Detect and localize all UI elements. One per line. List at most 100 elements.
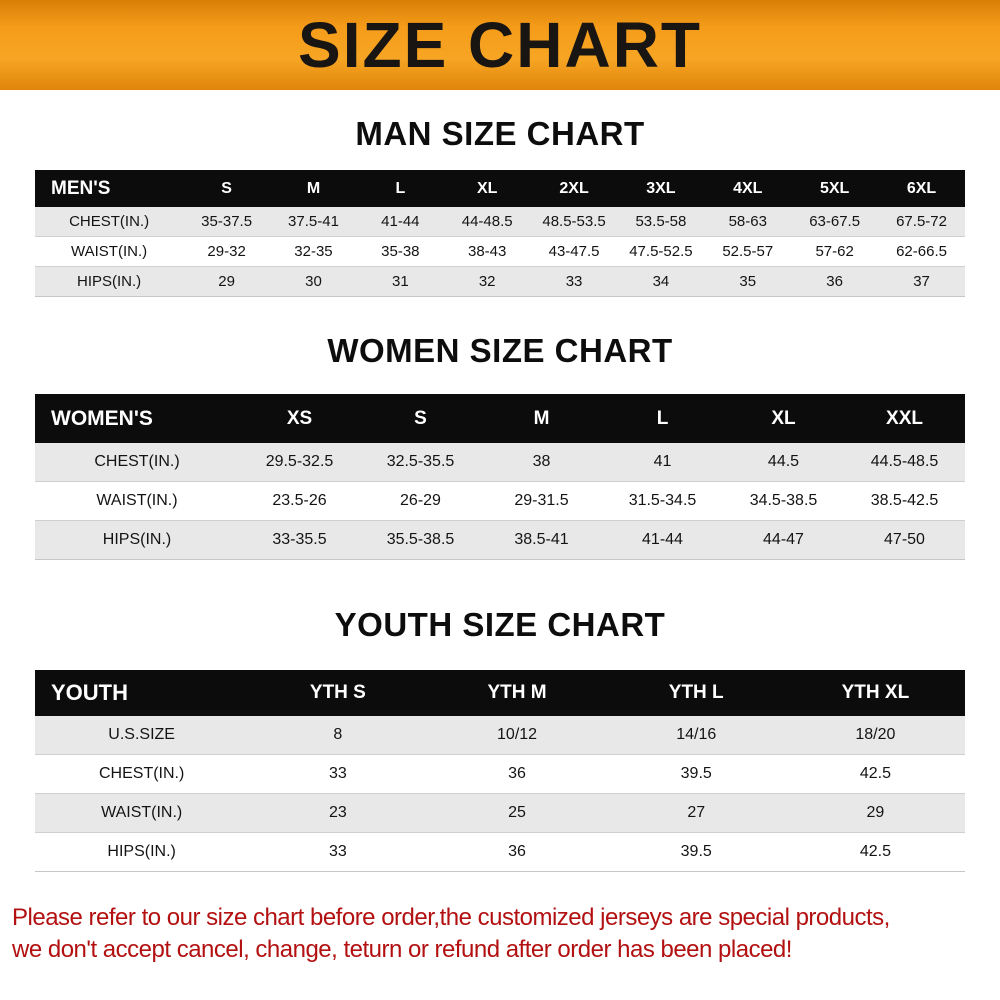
measurement-cell: 36 — [427, 754, 607, 794]
table-title-cell: WOMEN'S — [35, 394, 239, 443]
footer-note-line-1: Please refer to our size chart before or… — [12, 904, 890, 931]
row-label: CHEST(IN.) — [35, 443, 239, 482]
measurement-cell: 31 — [356, 266, 444, 297]
measurement-cell: 23.5-26 — [239, 481, 360, 521]
measurement-cell: 30 — [270, 266, 357, 297]
men-section-heading: MAN SIZE CHART — [355, 115, 645, 152]
measurement-cell: 33 — [248, 832, 428, 872]
size-column-header: XS — [239, 394, 360, 443]
measurement-cell: 44.5 — [723, 443, 844, 482]
table-title-cell: YOUTH — [35, 670, 249, 716]
size-column-header: XL — [723, 394, 844, 443]
youth-section-heading: YOUTH SIZE CHART — [334, 606, 666, 643]
size-column-header: M — [481, 394, 602, 443]
measurement-cell: 14/16 — [606, 716, 786, 755]
measurement-cell: 47-50 — [844, 520, 965, 560]
measurement-cell: 41-44 — [602, 520, 723, 560]
measurement-cell: 18/20 — [785, 716, 965, 755]
measurement-cell: 35-37.5 — [183, 207, 271, 237]
size-column-header: YTH XL — [785, 670, 965, 716]
men-size-section: MAN SIZE CHART MEN'S S M L XL 2XL 3XL 4XL 5XL 6XL… — [0, 115, 1000, 297]
size-column-header: S — [360, 394, 481, 443]
men-size-table: MEN'S S M L XL 2XL 3XL 4XL 5XL 6XL CHEST(IN.) 35-37… — [35, 170, 965, 297]
table-row: CHEST(IN.) 29.5-32.5 32.5-35.5 38 41 44.5 44.5… — [35, 443, 965, 482]
measurement-cell: 44-48.5 — [443, 207, 531, 237]
row-label: HIPS(IN.) — [35, 832, 249, 872]
row-label: HIPS(IN.) — [35, 520, 239, 560]
table-row: HIPS(IN.) 33-35.5 35.5-38.5 38.5-41 41-44 44-… — [35, 520, 965, 560]
size-column-header: 3XL — [617, 170, 705, 207]
measurement-cell: 41-44 — [356, 207, 444, 237]
row-label: WAIST(IN.) — [35, 793, 249, 833]
row-label: HIPS(IN.) — [35, 266, 184, 297]
measurement-cell: 34.5-38.5 — [723, 481, 844, 521]
size-column-header: XXL — [844, 394, 965, 443]
measurement-cell: 35.5-38.5 — [360, 520, 481, 560]
measurement-cell: 23 — [248, 793, 428, 833]
header-row: WOMEN'S XS S M L XL XXL — [35, 394, 965, 443]
size-column-header: 4XL — [704, 170, 792, 207]
table-row: WAIST(IN.) 23 25 27 29 — [35, 793, 965, 833]
row-label: WAIST(IN.) — [35, 236, 184, 267]
measurement-cell: 63-67.5 — [791, 207, 879, 237]
table-row: HIPS(IN.) 33 36 39.5 42.5 — [35, 832, 965, 872]
measurement-cell: 43-47.5 — [530, 236, 618, 267]
table-row: U.S.SIZE 8 10/12 14/16 18/20 — [35, 716, 965, 755]
table-row: WAIST(IN.) 23.5-26 26-29 29-31.5 31.5-34.5 34… — [35, 481, 965, 521]
size-column-header: 5XL — [791, 170, 879, 207]
measurement-cell: 29-32 — [183, 236, 271, 267]
measurement-cell: 53.5-58 — [617, 207, 705, 237]
footer-note: Please refer to our size chart before or… — [12, 902, 990, 965]
measurement-cell: 29 — [183, 266, 271, 297]
measurement-cell: 29.5-32.5 — [239, 443, 360, 482]
header-row: MEN'S S M L XL 2XL 3XL 4XL 5XL 6XL — [35, 170, 965, 207]
women-size-table: WOMEN'S XS S M L XL XXL CHEST(IN.) 29.5-32.5 32.5… — [35, 394, 965, 560]
youth-size-table: YOUTH YTH S YTH M YTH L YTH XL U.S.SIZE 8 10/12… — [35, 670, 965, 872]
measurement-cell: 27 — [606, 793, 786, 833]
measurement-cell: 42.5 — [785, 832, 965, 872]
measurement-cell: 39.5 — [606, 754, 786, 794]
measurement-cell: 29-31.5 — [481, 481, 602, 521]
measurement-cell: 26-29 — [360, 481, 481, 521]
size-column-header: 6XL — [878, 170, 965, 207]
measurement-cell: 25 — [427, 793, 607, 833]
measurement-cell: 37.5-41 — [270, 207, 357, 237]
measurement-cell: 36 — [791, 266, 879, 297]
measurement-cell: 31.5-34.5 — [602, 481, 723, 521]
measurement-cell: 35-38 — [356, 236, 444, 267]
measurement-cell: 37 — [878, 266, 965, 297]
size-column-header: S — [183, 170, 271, 207]
table-row: CHEST(IN.) 33 36 39.5 42.5 — [35, 754, 965, 794]
measurement-cell: 67.5-72 — [878, 207, 965, 237]
page-title: SIZE CHART — [298, 9, 702, 81]
size-column-header: L — [356, 170, 444, 207]
measurement-cell: 48.5-53.5 — [530, 207, 618, 237]
measurement-cell: 62-66.5 — [878, 236, 965, 267]
row-label: CHEST(IN.) — [35, 207, 184, 237]
measurement-cell: 36 — [427, 832, 607, 872]
measurement-cell: 32 — [443, 266, 531, 297]
row-label: U.S.SIZE — [35, 716, 249, 755]
measurement-cell: 29 — [785, 793, 965, 833]
measurement-cell: 38 — [481, 443, 602, 482]
measurement-cell: 35 — [704, 266, 792, 297]
measurement-cell: 52.5-57 — [704, 236, 792, 267]
measurement-cell: 42.5 — [785, 754, 965, 794]
table-row: HIPS(IN.) 29 30 31 32 33 34 35 36 37 — [35, 266, 965, 297]
footer-note-line-2: we don't accept cancel, change, teturn o… — [12, 935, 792, 963]
table-row: WAIST(IN.) 29-32 32-35 35-38 38-43 43-47.5 47.… — [35, 236, 965, 267]
table-title-cell: MEN'S — [35, 170, 184, 207]
size-column-header: YTH M — [427, 670, 607, 716]
size-column-header: YTH S — [248, 670, 428, 716]
measurement-cell: 41 — [602, 443, 723, 482]
size-column-header: XL — [443, 170, 531, 207]
measurement-cell: 44-47 — [723, 520, 844, 560]
measurement-cell: 38.5-42.5 — [844, 481, 965, 521]
banner: SIZE CHART — [0, 0, 1000, 90]
measurement-cell: 33 — [530, 266, 618, 297]
youth-size-section: YOUTH SIZE CHART YOUTH YTH S YTH M YTH L YTH… — [0, 606, 1000, 872]
row-label: WAIST(IN.) — [35, 481, 239, 521]
header-row: YOUTH YTH S YTH M YTH L YTH XL — [35, 670, 965, 716]
measurement-cell: 39.5 — [606, 832, 786, 872]
